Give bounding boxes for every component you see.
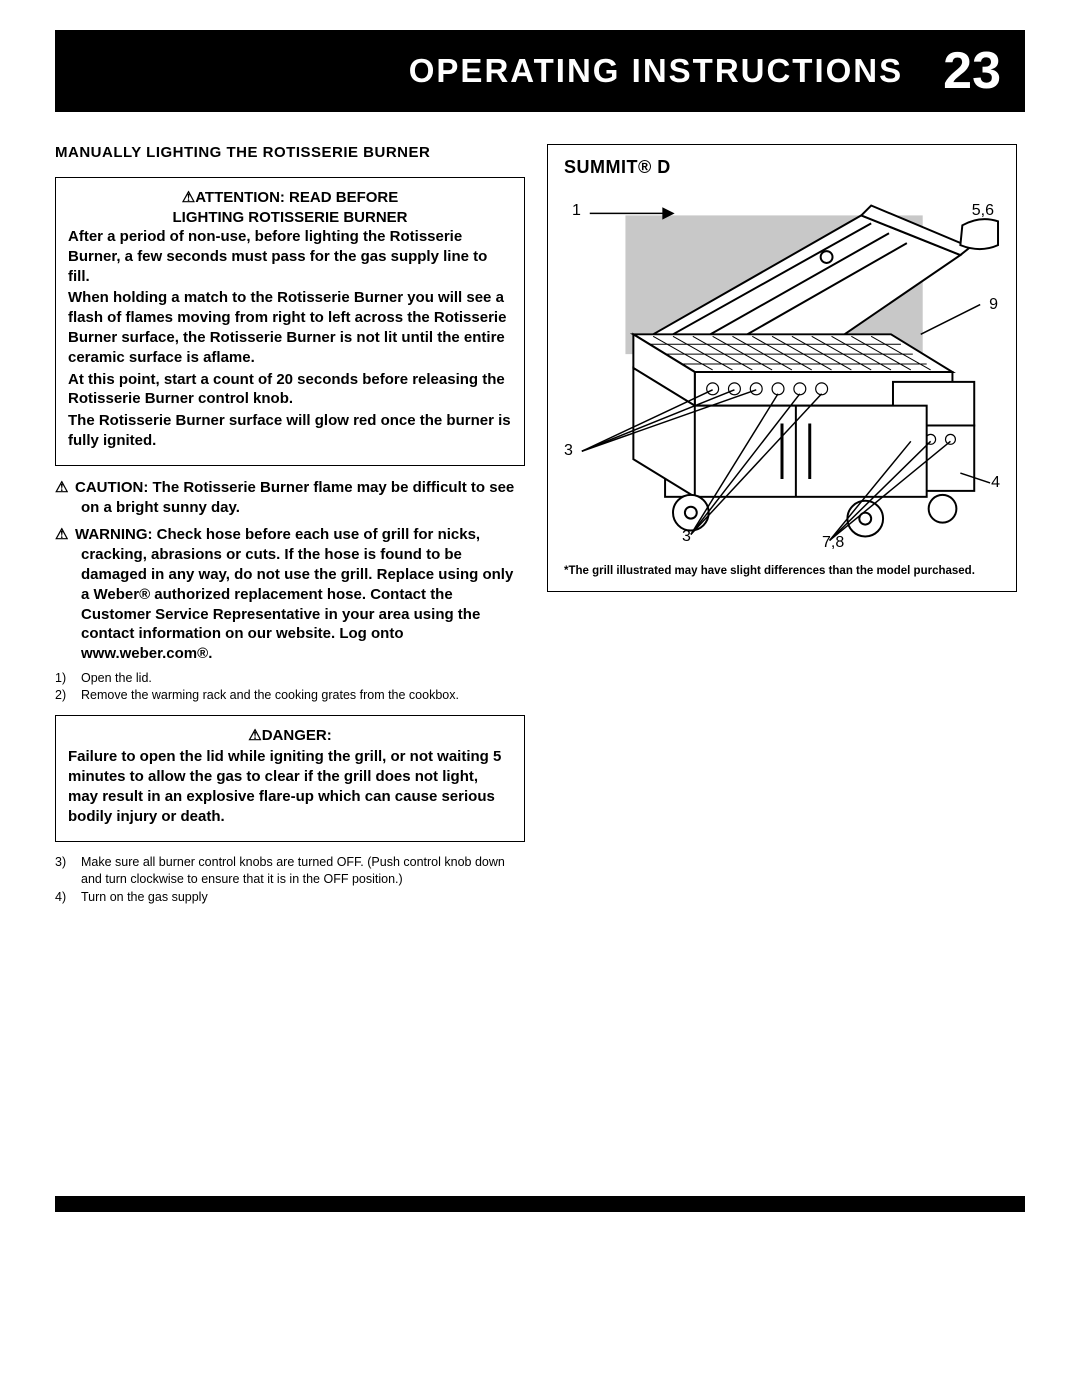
danger-body: Failure to open the lid while igniting t… [68,747,512,826]
diagram-title: SUMMIT® D [564,157,1000,178]
warning-text: ⚠WARNING: Check hose before each use of … [55,525,525,664]
warning-body: WARNING: Check hose before each use of g… [75,526,513,662]
diagram-disclaimer: *The grill illustrated may have slight d… [564,564,1000,579]
danger-box: ⚠DANGER: Failure to open the lid while i… [55,715,525,842]
page-title: OPERATING INSTRUCTIONS [409,52,903,90]
attention-heading: ⚠ATTENTION: READ BEFORE LIGHTING ROTISSE… [68,188,512,227]
right-column: SUMMIT® D 1 5,6 9 3 4 3 7,8 [547,144,1017,916]
callout-3b: 3 [682,528,691,546]
step-text: Remove the warming rack and the cooking … [81,687,459,705]
callout-4: 4 [991,474,1000,492]
list-item: 1)Open the lid. [55,670,525,688]
diagram: 1 5,6 9 3 4 3 7,8 [564,184,1000,554]
list-item: 3)Make sure all burner control knobs are… [55,854,525,889]
section-heading: MANUALLY LIGHTING THE ROTISSERIE BURNER [55,144,525,161]
warning-icon: ⚠ [248,727,261,744]
list-item: 2)Remove the warming rack and the cookin… [55,687,525,705]
step-text: Open the lid. [81,670,152,688]
callout-9: 9 [989,296,998,314]
attention-p1: After a period of non-use, before lighti… [68,227,512,286]
warning-icon: ⚠ [182,189,195,206]
attention-p4: The Rotisserie Burner surface will glow … [68,411,512,451]
steps-list-a: 1)Open the lid. 2)Remove the warming rac… [55,670,525,705]
danger-body-text: Failure to open the lid while igniting t… [68,747,512,826]
callout-56: 5,6 [972,202,994,220]
steps-list-b: 3)Make sure all burner control knobs are… [55,854,525,907]
callout-3a: 3 [564,442,573,460]
attention-p2: When holding a match to the Rotisserie B… [68,288,512,367]
callout-78: 7,8 [822,534,844,552]
attention-box: ⚠ATTENTION: READ BEFORE LIGHTING ROTISSE… [55,177,525,466]
step-num: 4) [55,889,81,907]
content-columns: MANUALLY LIGHTING THE ROTISSERIE BURNER … [55,144,1025,916]
header-bar: OPERATING INSTRUCTIONS 23 [55,30,1025,112]
warning-icon: ⚠ [55,525,75,545]
footer-bar [55,1196,1025,1212]
diagram-box: SUMMIT® D 1 5,6 9 3 4 3 7,8 [547,144,1017,592]
step-num: 3) [55,854,81,889]
attention-p3: At this point, start a count of 20 secon… [68,370,512,410]
step-num: 2) [55,687,81,705]
warning-icon: ⚠ [55,478,75,498]
step-num: 1) [55,670,81,688]
step-text: Make sure all burner control knobs are t… [81,854,525,889]
left-column: MANUALLY LIGHTING THE ROTISSERIE BURNER … [55,144,525,916]
step-text: Turn on the gas supply [81,889,208,907]
danger-heading-text: DANGER: [262,727,332,744]
attention-body: After a period of non-use, before lighti… [68,227,512,451]
attention-heading-line2: LIGHTING ROTISSERIE BURNER [172,209,407,226]
grill-illustration [564,184,1000,554]
caution-body: CAUTION: The Rotisserie Burner flame may… [75,479,514,516]
danger-heading: ⚠DANGER: [68,726,512,746]
callout-1: 1 [572,202,581,220]
list-item: 4)Turn on the gas supply [55,889,525,907]
page: OPERATING INSTRUCTIONS 23 MANUALLY LIGHT… [0,0,1080,1242]
attention-heading-line1-text: ATTENTION: READ BEFORE [195,189,398,206]
caution-text: ⚠CAUTION: The Rotisserie Burner flame ma… [55,478,525,518]
page-number: 23 [943,41,1001,101]
